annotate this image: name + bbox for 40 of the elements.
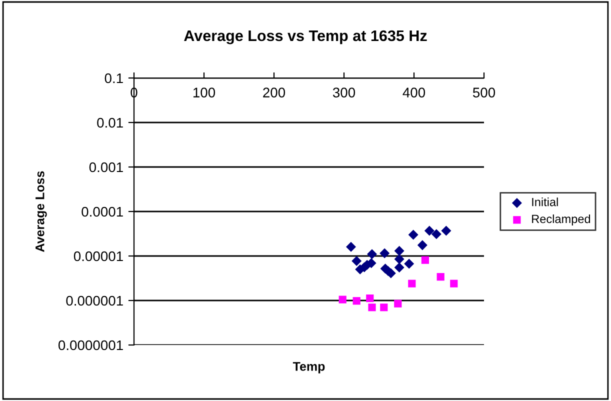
point xyxy=(366,294,374,302)
point xyxy=(352,256,362,266)
point xyxy=(394,254,404,264)
legend-label: Reclamped xyxy=(532,214,590,226)
y-tick-label: 0.0001 xyxy=(82,206,123,217)
x-axis-title: Temp xyxy=(292,362,325,374)
point xyxy=(394,246,404,256)
point xyxy=(436,273,444,281)
x-tick-label: 200 xyxy=(263,88,286,98)
y-tick-label: 0.00001 xyxy=(74,251,123,262)
y-tick-label: 0.01 xyxy=(97,118,123,128)
x-tick-label: 100 xyxy=(193,88,216,98)
y-axis-title: Average Loss xyxy=(36,171,47,252)
chart-title: Average Loss vs Temp at 1635 Hz xyxy=(184,30,427,44)
point xyxy=(424,226,434,236)
point xyxy=(417,240,428,250)
point xyxy=(431,229,442,240)
point xyxy=(366,249,378,260)
point xyxy=(352,297,360,305)
point xyxy=(408,280,416,288)
x-tick-label: 500 xyxy=(472,88,496,98)
point xyxy=(368,304,376,312)
point xyxy=(441,226,452,236)
y-tick-label: 0.1 xyxy=(104,73,123,84)
point xyxy=(394,262,404,273)
point xyxy=(408,230,418,240)
point xyxy=(380,248,390,258)
point xyxy=(404,258,414,269)
point xyxy=(380,304,388,312)
y-tick-label: 0.001 xyxy=(89,162,123,172)
legend-label: Initial xyxy=(532,198,558,206)
point xyxy=(346,242,356,252)
y-tick-label: 0.0000001 xyxy=(58,340,123,350)
point xyxy=(450,280,458,288)
x-tick-label: 300 xyxy=(332,88,356,98)
point xyxy=(394,300,402,308)
x-tick-label: 400 xyxy=(402,88,426,98)
y-tick-label: 0.000001 xyxy=(66,296,123,306)
point xyxy=(338,296,346,304)
point xyxy=(421,256,430,264)
